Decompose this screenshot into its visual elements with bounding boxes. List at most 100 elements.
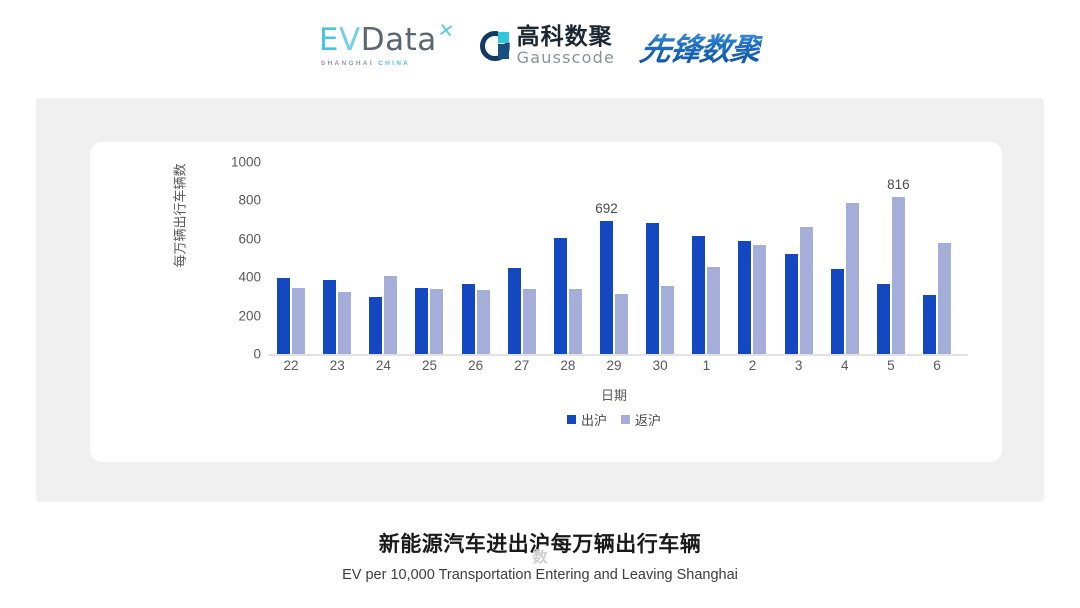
legend-label: 返沪: [635, 413, 662, 428]
x-tick-label: 27: [514, 358, 530, 373]
bar[interactable]: [738, 240, 752, 354]
figure-caption: 新能源汽车进出沪每万辆出行车辆 数 EV per 10,000 Transpor…: [0, 528, 1080, 583]
bar[interactable]: [476, 289, 490, 354]
x-tick-label: 1: [702, 358, 711, 373]
x-axis-title: 日期: [600, 388, 627, 403]
bar-group: [453, 162, 499, 354]
xianfeng-name-cn: 先锋数聚: [637, 24, 765, 69]
bar[interactable]: [522, 288, 536, 354]
bar-group: [822, 162, 868, 354]
evdata-wordmark: E V Data ✕: [318, 20, 455, 58]
bar[interactable]: [830, 268, 844, 354]
gausscode-name-en: Gausscode: [516, 48, 616, 67]
bar[interactable]: [369, 297, 383, 354]
caption-subtitle-en: EV per 10,000 Transportation Entering an…: [342, 567, 738, 583]
x-tick-label: 23: [329, 358, 345, 373]
gausscode-square-cyan-icon: [497, 32, 509, 43]
y-axis-title: 每万辆出行车辆数: [172, 163, 188, 268]
legend-swatch: [621, 415, 630, 424]
bar[interactable]: [753, 244, 767, 354]
bar-value-label: 816: [887, 177, 910, 193]
evdata-tagline-city: SHANGHAI: [320, 60, 379, 67]
x-tick-label: 6: [933, 358, 941, 373]
y-tick-label: 1000: [230, 154, 261, 170]
bar[interactable]: [615, 293, 629, 354]
bar[interactable]: [646, 223, 660, 354]
legend-label: 出沪: [580, 413, 607, 428]
y-tick-label: 0: [253, 346, 261, 362]
bar[interactable]: [923, 295, 937, 354]
gausscode-square-navy-icon: [497, 44, 509, 59]
x-tick-label: 2: [748, 358, 757, 373]
bar[interactable]: [430, 288, 444, 354]
legend-item[interactable]: 出沪: [566, 410, 607, 429]
bar[interactable]: [707, 266, 721, 354]
legend-item[interactable]: 返沪: [621, 410, 661, 429]
bar-group: [268, 162, 314, 354]
bar-group: [683, 162, 729, 354]
gausscode-logo: 高科数聚 Gausscode: [479, 26, 615, 66]
caption-title-cn: 新能源汽车进出沪每万辆出行车辆: [378, 532, 702, 556]
y-tick-label: 600: [238, 231, 261, 247]
bar-group: [776, 162, 822, 354]
bar-chart: 每万辆出行车辆数 0 200 400 600 800 1000 692 816 22 23 24…: [90, 142, 1002, 462]
x-axis-tick-labels: 22 23 24 25 26 27 28 29 30 1 2 3 4 5 6: [268, 358, 960, 373]
bar[interactable]: [845, 203, 859, 354]
y-tick-label: 200: [238, 308, 261, 324]
gausscode-name-cn: 高科数聚: [516, 24, 613, 50]
xianfeng-logo: 先锋数聚: [637, 24, 763, 69]
x-tick-label: 3: [794, 358, 803, 373]
x-tick-label: 25: [421, 358, 437, 373]
bar[interactable]: [415, 287, 429, 354]
evdata-letter-e: E: [318, 22, 339, 58]
evdata-tagline-country: CHINA: [378, 60, 411, 67]
bar[interactable]: [568, 288, 582, 354]
evdata-letter-v: V: [339, 22, 361, 58]
bar[interactable]: [784, 254, 798, 354]
bar[interactable]: [323, 280, 337, 354]
bar[interactable]: [799, 227, 813, 354]
y-tick-label: 800: [238, 192, 261, 208]
y-tick-label: 400: [238, 269, 261, 285]
bar[interactable]: [507, 267, 521, 354]
bar[interactable]: [938, 242, 952, 354]
bar[interactable]: [292, 287, 306, 354]
bar[interactable]: 692: [595, 201, 618, 354]
bar-group: [360, 162, 406, 354]
x-tick-label: 30: [652, 358, 668, 373]
bar-group: [406, 162, 452, 354]
plot-area: 692 816: [268, 162, 960, 354]
x-tick-label: 22: [283, 358, 299, 373]
logo-strip: E V Data ✕ SHANGHAI CHINA 高科数聚 Gausscode…: [0, 0, 1080, 92]
bar-group: 816: [868, 162, 914, 354]
gausscode-mark-icon: [479, 31, 510, 61]
bar[interactable]: [384, 276, 398, 354]
evdata-cross-icon: ✕: [436, 19, 456, 44]
bar-group: [637, 162, 683, 354]
x-tick-label: 28: [560, 358, 576, 373]
bar-value-label: 692: [595, 201, 618, 217]
bar-group: [914, 162, 960, 354]
bar[interactable]: [876, 283, 890, 354]
bar-groups: 692 816: [268, 162, 960, 354]
bar[interactable]: [338, 291, 352, 354]
bar[interactable]: [461, 283, 475, 354]
x-axis-line: [268, 354, 968, 356]
bar[interactable]: [661, 285, 675, 354]
bar[interactable]: [553, 237, 567, 354]
bar[interactable]: [277, 278, 291, 354]
evdata-tagline: SHANGHAI CHINA: [321, 60, 410, 67]
evdata-word-data: Data: [360, 22, 437, 58]
bar[interactable]: 816: [887, 177, 910, 354]
bar-group: [545, 162, 591, 354]
y-axis-tick-labels: 0 200 400 600 800 1000: [215, 155, 261, 362]
chart-outer-panel: 每万辆出行车辆数 0 200 400 600 800 1000 692 816 22 23 24…: [36, 98, 1044, 502]
x-tick-label: 29: [606, 358, 622, 373]
x-tick-label: 26: [468, 358, 484, 373]
x-tick-label: 5: [887, 358, 895, 373]
bar-group: 692: [591, 162, 637, 354]
chart-legend: 出沪 返沪: [268, 410, 960, 429]
gausscode-wordmark: 高科数聚 Gausscode: [517, 26, 615, 66]
bar[interactable]: [692, 235, 706, 354]
bar-group: [314, 162, 360, 354]
